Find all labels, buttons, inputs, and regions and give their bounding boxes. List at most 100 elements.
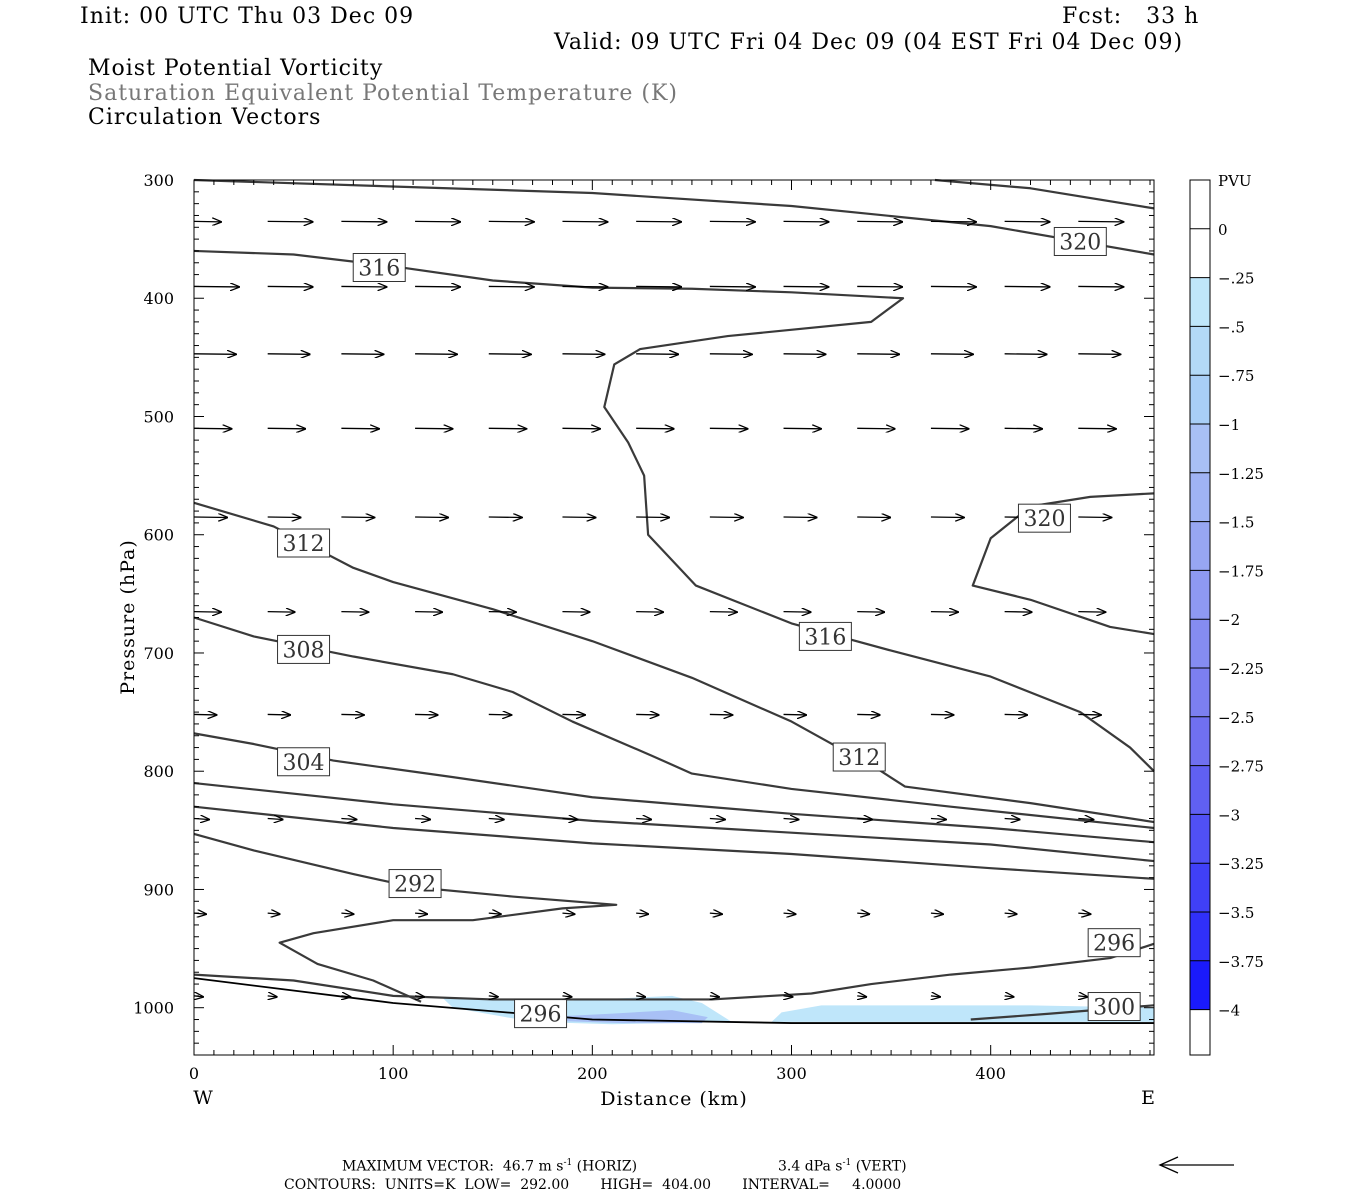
vector-arrow — [267, 428, 306, 429]
vector-arrow — [709, 354, 752, 355]
vector-arrow — [857, 428, 895, 429]
vector-arrow — [783, 221, 829, 222]
x-axis-title: Distance (km) — [600, 1088, 748, 1110]
axis-ticks — [193, 179, 1154, 1056]
colorbar-label: −3.5 — [1218, 904, 1254, 922]
colorbar-segment — [1190, 424, 1210, 473]
east-label: E — [1141, 1087, 1155, 1109]
vector-arrow — [636, 517, 669, 518]
vector-arrow — [562, 428, 600, 429]
vector-arrow — [267, 612, 295, 613]
contour-label: 320 — [1059, 230, 1101, 255]
colorbar-segment — [1190, 619, 1210, 668]
vector-arrow — [193, 354, 236, 355]
vector-arrow — [562, 714, 585, 715]
contour-label: 312 — [838, 746, 880, 771]
colorbar-unit: PVU — [1218, 172, 1252, 190]
vector-arrow — [783, 913, 796, 914]
vector-arrow — [1078, 517, 1111, 518]
vector-arrow — [488, 612, 516, 613]
y-tick-label: 500 — [143, 407, 174, 426]
vector-arrow — [783, 714, 807, 715]
colorbar-segment — [1190, 863, 1210, 912]
vector-arrow — [415, 714, 438, 715]
y-tick-label: 1000 — [133, 999, 174, 1018]
vector-arrow — [783, 428, 822, 429]
colorbar-label: −1 — [1218, 416, 1240, 434]
vector-arrow — [857, 714, 880, 715]
vector-arrow — [267, 354, 310, 355]
vector-arrow — [193, 221, 221, 222]
vector-arrow — [930, 714, 954, 715]
contour-label-box — [388, 869, 442, 899]
vector-arrow — [415, 612, 442, 613]
vector-arrow — [341, 354, 383, 355]
vector-arrow — [1005, 996, 1014, 997]
y-tick-label: 600 — [143, 526, 174, 545]
vector-arrow — [784, 996, 793, 997]
colorbar-label: −3 — [1218, 806, 1240, 824]
vector-arrow — [415, 428, 453, 429]
colorbar-label: −1.5 — [1218, 514, 1254, 532]
colorbar-label: −.25 — [1218, 270, 1254, 288]
vector-arrow — [562, 354, 604, 355]
vector-arrow — [415, 286, 460, 287]
vector-arrow — [341, 612, 368, 613]
contour-label-box — [1087, 928, 1141, 958]
vector-arrow — [709, 221, 755, 222]
vector-arrow — [783, 612, 811, 613]
vector-arrow — [930, 354, 973, 355]
vector-arrow — [636, 996, 645, 997]
vector-arrow — [930, 286, 976, 287]
contour-label-box — [1087, 992, 1141, 1022]
contour-324-1 — [934, 178, 1155, 210]
colorbar-label: −3.75 — [1218, 953, 1264, 971]
vector-arrow — [636, 428, 674, 429]
footer-max-vector-vert: 3.4 dPa s-1 (VERT) — [778, 1158, 907, 1175]
vector-arrow — [1004, 221, 1050, 222]
contour-label-box — [798, 621, 852, 651]
contour-296-10 — [193, 942, 1155, 1001]
vector-arrow — [341, 286, 386, 287]
colorbar-label: −4 — [1218, 1002, 1240, 1020]
y-tick-label: 900 — [143, 880, 174, 899]
vector-arrow — [488, 714, 512, 715]
vector-arrow — [783, 517, 817, 518]
vector-arrow — [1004, 913, 1017, 914]
colorbar-label: −2.75 — [1218, 758, 1264, 776]
vector-arrow — [488, 354, 531, 355]
pv-colorbar: PVU 0 −.25 −.5 −.75 −1 −1.25 −1.5 −1.75 −2 −2.25 −2… — [1189, 172, 1264, 1056]
vector-arrow — [1078, 221, 1123, 222]
x-tick-label: 200 — [577, 1064, 608, 1083]
colorbar-segment — [1190, 814, 1210, 864]
vector-arrow — [857, 913, 869, 914]
contour-304-6 — [193, 732, 1155, 844]
vector-arrow — [193, 286, 239, 287]
contour-label-box — [514, 999, 568, 1029]
vector-arrow — [341, 221, 386, 222]
vector-arrow — [709, 517, 743, 518]
vector-arrow — [488, 819, 504, 820]
vector-arrow — [562, 996, 571, 997]
vector-arrow — [1078, 819, 1093, 820]
vector-arrow — [415, 517, 448, 518]
contour-label: 292 — [394, 873, 436, 898]
vector-arrow — [636, 913, 648, 914]
contour-308-5 — [193, 616, 1155, 830]
vector-arrow — [1078, 612, 1105, 613]
contour-label: 316 — [804, 625, 846, 650]
contour-label: 304 — [283, 751, 325, 776]
contour-label: 296 — [520, 1003, 562, 1028]
vector-arrow — [1078, 714, 1101, 715]
x-tick-label: 0 — [189, 1064, 199, 1083]
vector-arrow — [562, 221, 607, 222]
contour-312-4 — [193, 501, 1155, 824]
footer-max-vector: MAXIMUM VECTOR: 46.7 m s-1 (HORIZ) — [342, 1158, 638, 1175]
contour-label: 316 — [358, 257, 400, 282]
vector-arrow — [930, 517, 964, 518]
vector-arrow — [341, 996, 350, 997]
vector-arrow — [341, 819, 356, 820]
vector-arrow — [783, 354, 826, 355]
x-tick-label: 300 — [776, 1064, 807, 1083]
y-tick-label: 300 — [143, 171, 174, 190]
